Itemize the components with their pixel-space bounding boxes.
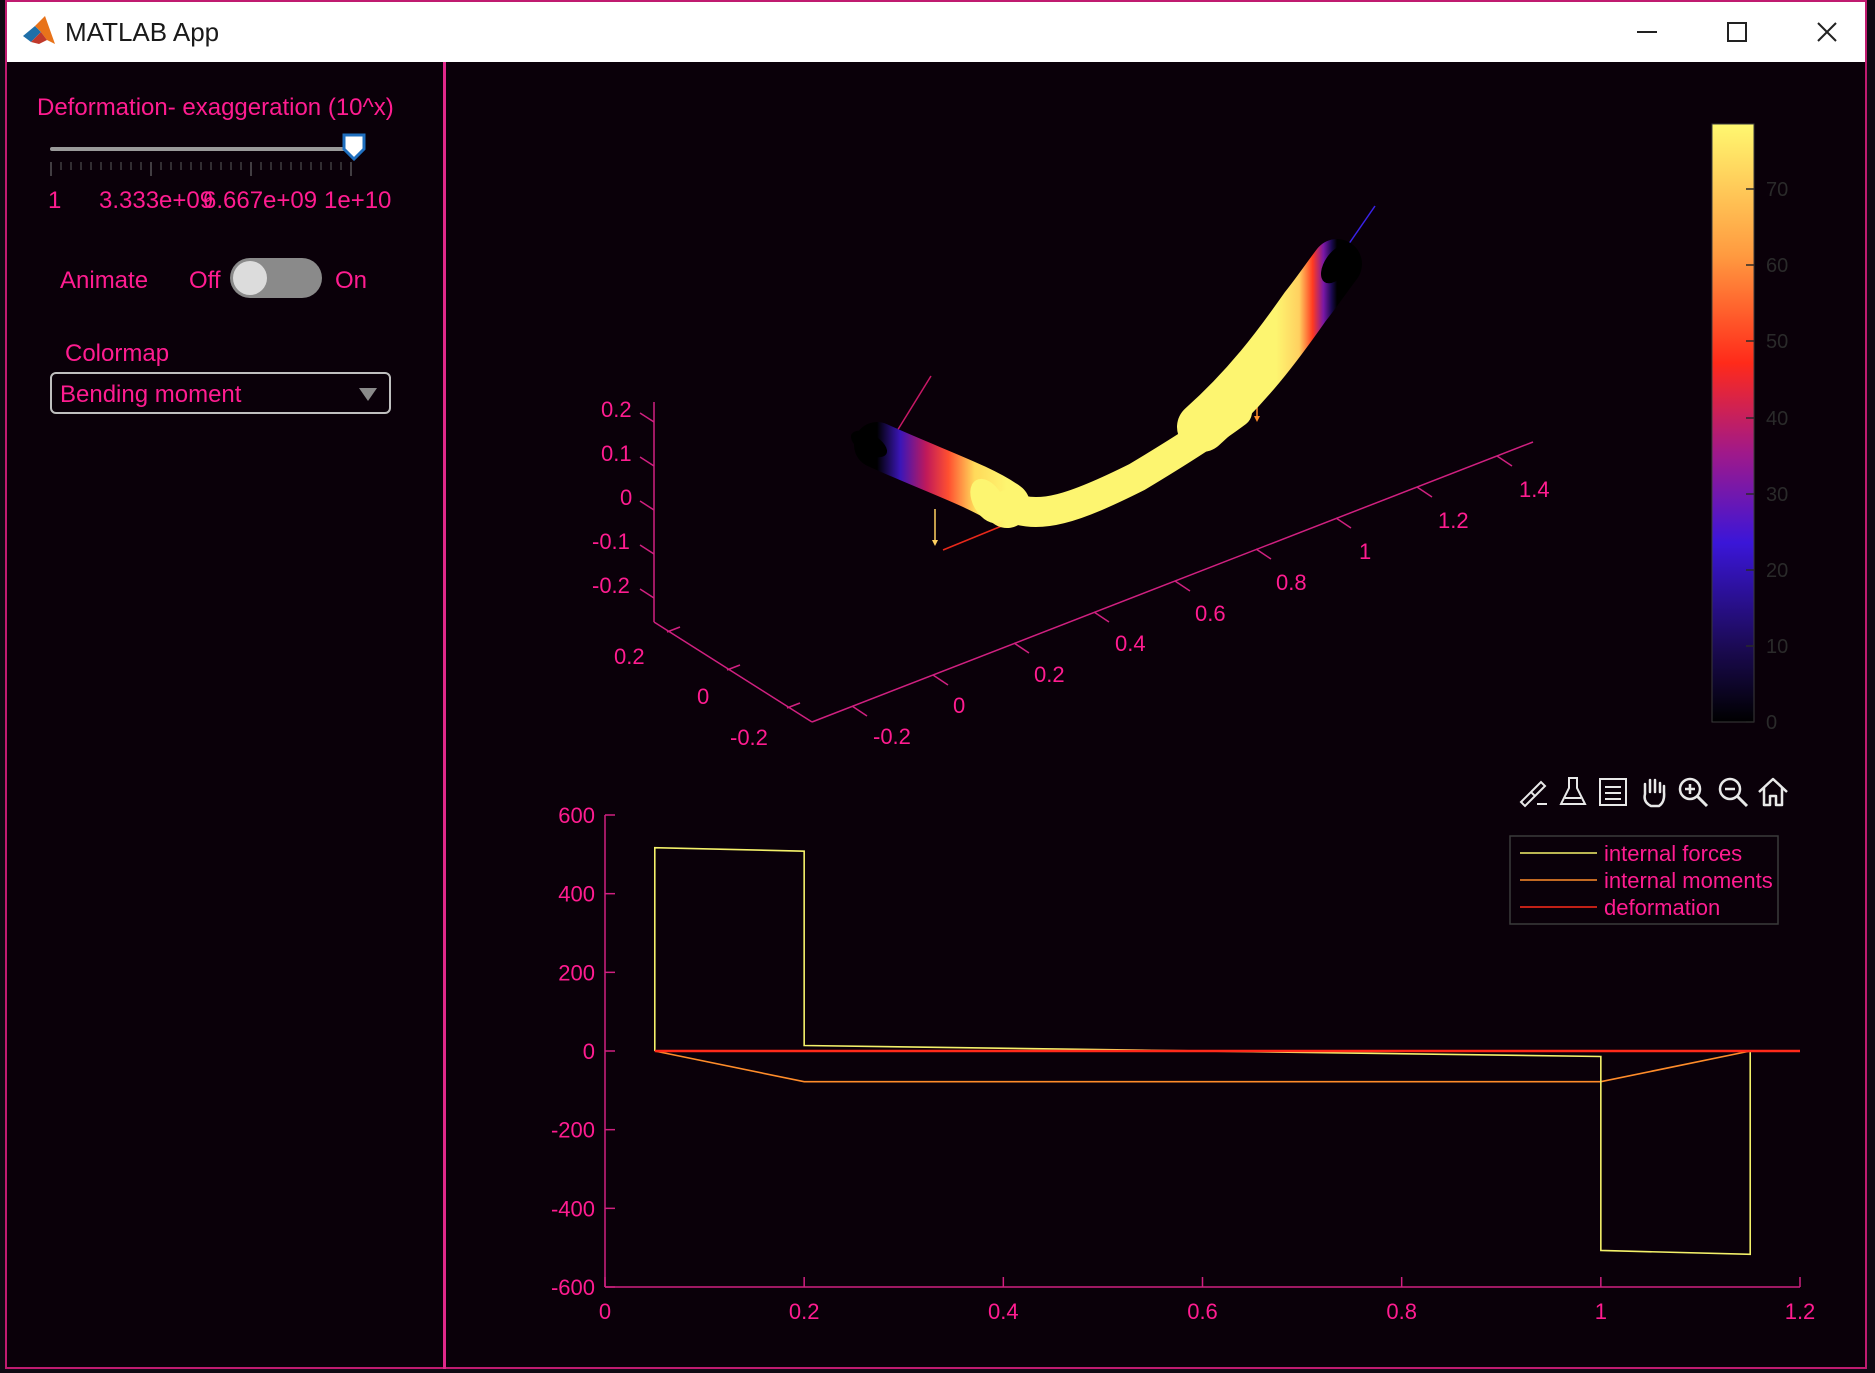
x-tick-label: 0.4 [988, 1299, 1019, 1324]
y-tick-label: -400 [551, 1196, 595, 1221]
slider-tick-label-0: 1 [48, 187, 62, 214]
x-tick-label: -0.2 [873, 724, 911, 749]
y-tick-label: -600 [551, 1275, 595, 1300]
control-panel [7, 62, 446, 1369]
axes3d-y-tick-labels: 0.2 0 -0.2 [614, 644, 768, 750]
maximize-button[interactable] [1692, 2, 1782, 62]
chart-axes: 0 0.2 0.4 0.6 0.8 1 1.2 600 400 200 0 -200 -400 -600 [551, 803, 1815, 1324]
axes3d-y-ticks [666, 626, 801, 709]
minimize-button[interactable] [1602, 2, 1692, 62]
z-tick-label: -0.2 [592, 573, 630, 598]
pan-icon[interactable] [1635, 774, 1671, 810]
x-tick-label: 0 [953, 693, 965, 718]
exaggeration-slider-thumb[interactable] [341, 133, 367, 161]
slider-label: Deformation- exaggeration (10^x) [37, 94, 394, 121]
x-tick-label: 1 [1595, 1299, 1607, 1324]
animate-toggle[interactable] [230, 258, 322, 298]
zoom-in-icon[interactable] [1675, 774, 1711, 810]
colorbar-ticks [1746, 188, 1754, 723]
minimize-icon [1637, 31, 1657, 33]
y-tick-label: 600 [558, 803, 595, 828]
colorbar-tick-label: 60 [1766, 255, 1788, 277]
title-bar: MATLAB App [7, 2, 1865, 62]
x-tick-label: 1.4 [1519, 477, 1550, 502]
matlab-logo-icon [23, 16, 55, 44]
series-line-internal-moments [654, 1050, 1751, 1083]
y-tick-label: -200 [551, 1118, 595, 1143]
x-tick-label: 0.8 [1386, 1299, 1417, 1324]
x-tick-label: 0.8 [1276, 570, 1307, 595]
slider-ticks [50, 162, 352, 176]
colorbar-tick-label: 20 [1766, 560, 1788, 582]
x-tick-label: 0 [599, 1299, 611, 1324]
x-tick-label: 1.2 [1785, 1299, 1816, 1324]
z-tick-label: -0.1 [592, 529, 630, 554]
x-tick-label: 1.2 [1438, 508, 1469, 533]
animate-label: Animate [60, 267, 149, 294]
legend-entry-deformation: deformation [1604, 895, 1720, 920]
chart-series [653, 846, 1800, 1256]
x-tick-label: 0.2 [789, 1299, 820, 1324]
colorbar-tick-label: 30 [1766, 484, 1788, 506]
x-tick-label: 0.6 [1187, 1299, 1218, 1324]
x-tick-label: 0.4 [1115, 631, 1146, 656]
colorbar[interactable] [1711, 123, 1755, 723]
y-tick-label: 0.2 [614, 644, 645, 669]
home-icon[interactable] [1755, 774, 1791, 810]
slider-tick-label-3: 1e+10 [324, 187, 392, 214]
x-tick-label: 1 [1359, 539, 1371, 564]
y-tick-label: 0 [697, 684, 709, 709]
chart-legend[interactable]: internal forces internal moments deforma… [1509, 835, 1779, 925]
colormap-dropdown[interactable]: Bending moment [50, 372, 391, 414]
deformed-beam [850, 239, 1362, 528]
colorbar-tick-label: 40 [1766, 408, 1788, 430]
legend-entry-moments: internal moments [1604, 868, 1773, 893]
colorbar-tick-label: 50 [1766, 331, 1788, 353]
z-tick-label: 0.2 [601, 397, 632, 422]
colormap-selected-value: Bending moment [60, 381, 242, 408]
close-button[interactable] [1782, 2, 1872, 62]
z-tick-label: 0 [620, 485, 632, 510]
colormap-label: Colormap [65, 340, 170, 367]
animate-toggle-knob[interactable] [233, 261, 267, 295]
slider-tick-label-2: 6.667e+09 [203, 187, 318, 214]
zoom-out-icon[interactable] [1715, 774, 1751, 810]
brush-icon[interactable] [1515, 774, 1551, 810]
axes3d-x-tick-labels: -0.2 0 0.2 0.4 0.6 0.8 1 1.2 1.4 [873, 477, 1550, 749]
axes3d-frame [653, 402, 1534, 723]
z-tick-label: 0.1 [601, 441, 632, 466]
axes3d-z-ticks [639, 412, 655, 599]
slider-tick-label-1: 3.333e+09 [99, 187, 214, 214]
exaggeration-slider-track[interactable] [50, 147, 354, 151]
internal-forces-chart[interactable]: 0 0.2 0.4 0.6 0.8 1 1.26004002000-200-400-600 … [7, 2, 1869, 1371]
animate-on-label: On [335, 267, 368, 294]
colorbar-tick-label: 0 [1766, 712, 1777, 734]
colorbar-tick-label: 10 [1766, 636, 1788, 658]
x-tick-label: 0.6 [1195, 601, 1226, 626]
window-title: MATLAB App [65, 16, 220, 47]
y-tick-label: -0.2 [730, 725, 768, 750]
beam-3d-plot[interactable]: 0.2 0.1 0 -0.1 -0.2 0.2 0 -0.2 [7, 2, 1869, 1371]
colorbar-tick-label: 70 [1766, 179, 1788, 201]
legend-icon[interactable] [1595, 774, 1631, 810]
chevron-down-icon [359, 388, 377, 401]
axes3d-x-ticks [851, 455, 1513, 717]
colorbar-tick-labels: 70 60 50 40 30 20 10 0 [1766, 179, 1788, 734]
data-tip-icon[interactable] [1555, 774, 1591, 810]
y-tick-label: 200 [558, 960, 595, 985]
y-tick-label: 400 [558, 882, 595, 907]
maximize-icon [1727, 22, 1747, 42]
close-icon [1817, 22, 1837, 42]
animate-off-label: Off [189, 267, 221, 294]
app-window: MATLAB App Deformation- exaggeration (10… [5, 0, 1867, 1369]
y-tick-label: 0 [583, 1039, 595, 1064]
axes3d-z-tick-labels: 0.2 0.1 0 -0.1 -0.2 [592, 397, 632, 598]
x-tick-label: 0.2 [1034, 662, 1065, 687]
legend-entry-forces: internal forces [1604, 841, 1742, 866]
